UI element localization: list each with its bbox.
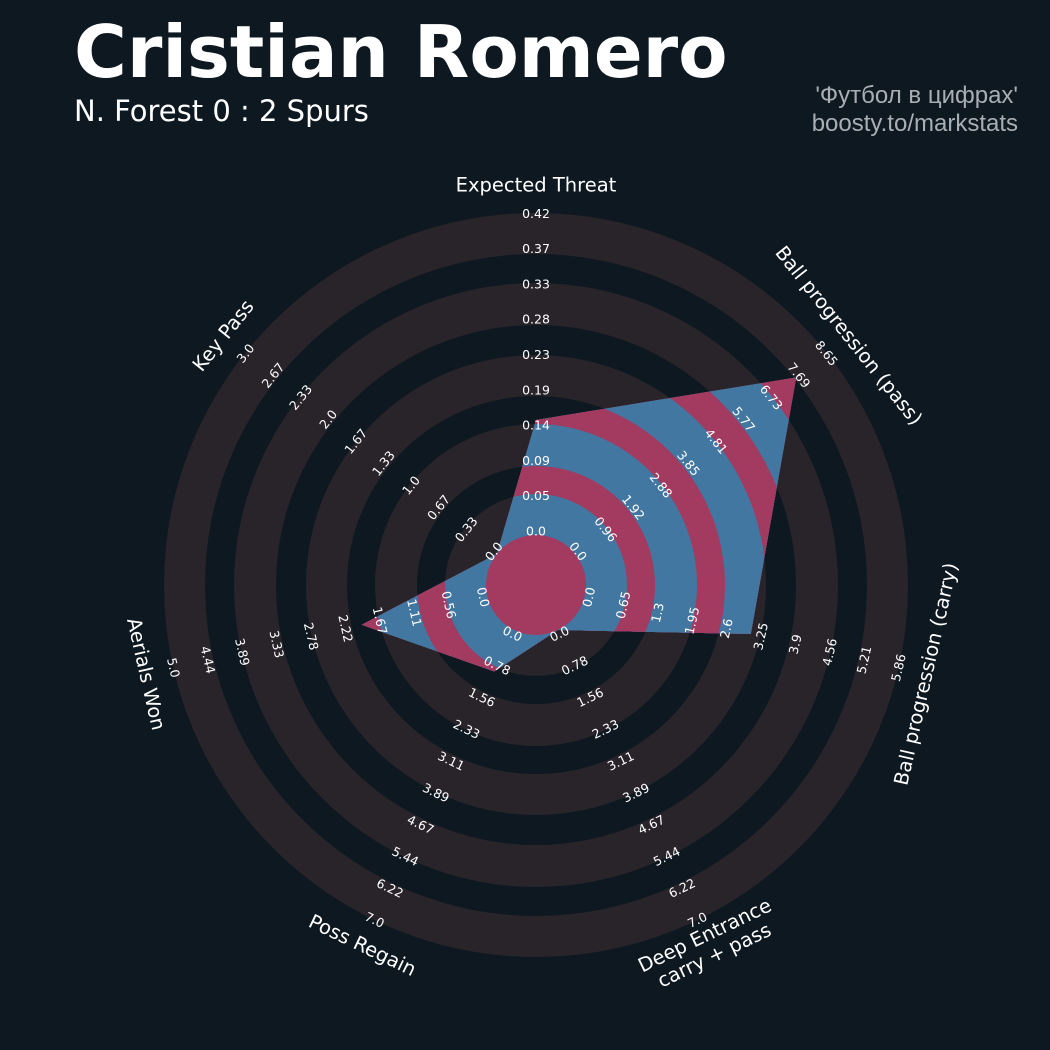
tick-label: 1.11	[404, 597, 425, 627]
player-name-title: Cristian Romero	[74, 10, 728, 94]
tick-label: 5.0	[164, 656, 183, 679]
tick-label: 0.05	[522, 488, 550, 503]
tick-label: 4.44	[198, 645, 219, 676]
tick-label: 1.95	[681, 605, 702, 635]
tick-label: 0.19	[522, 382, 550, 397]
param-label: Expected Threat	[456, 174, 617, 197]
tick-label: 3.33	[266, 629, 287, 659]
tick-label: 0.14	[522, 418, 550, 433]
tick-label: 1.67	[370, 605, 391, 635]
tick-label: 5.21	[854, 645, 875, 675]
tick-label: 3.89	[232, 637, 253, 668]
tick-label: 5.86	[888, 652, 909, 683]
tick-label: 0.37	[522, 241, 550, 256]
tick-label: 0.65	[613, 590, 634, 620]
param-label: Aerials Won	[122, 616, 170, 733]
tick-label: 2.22	[335, 613, 356, 643]
tick-label: 0.09	[522, 453, 550, 468]
credit-line-1: 'Футбол в цифрах'	[815, 82, 1018, 109]
tick-label: 0.0	[579, 586, 598, 609]
credit-line-2: boosty.to/markstats	[811, 110, 1018, 137]
ring-gap	[486, 535, 586, 635]
tick-label: 0.23	[522, 347, 550, 362]
tick-label: 0.56	[439, 590, 460, 621]
tick-label: 1.3	[648, 601, 667, 624]
tick-label: 4.56	[819, 637, 840, 668]
tick-label: 2.6	[717, 617, 736, 640]
tick-label: 0.42	[522, 206, 550, 221]
tick-label: 2.78	[301, 621, 322, 652]
tick-label: 0.0	[526, 524, 546, 539]
tick-label: 0.0	[474, 586, 493, 609]
tick-label: 3.25	[750, 621, 771, 651]
tick-label: 0.33	[522, 276, 550, 291]
tick-label: 3.9	[786, 633, 805, 656]
match-subtitle: N. Forest 0 : 2 Spurs	[74, 94, 369, 128]
tick-label: 0.28	[522, 312, 550, 327]
